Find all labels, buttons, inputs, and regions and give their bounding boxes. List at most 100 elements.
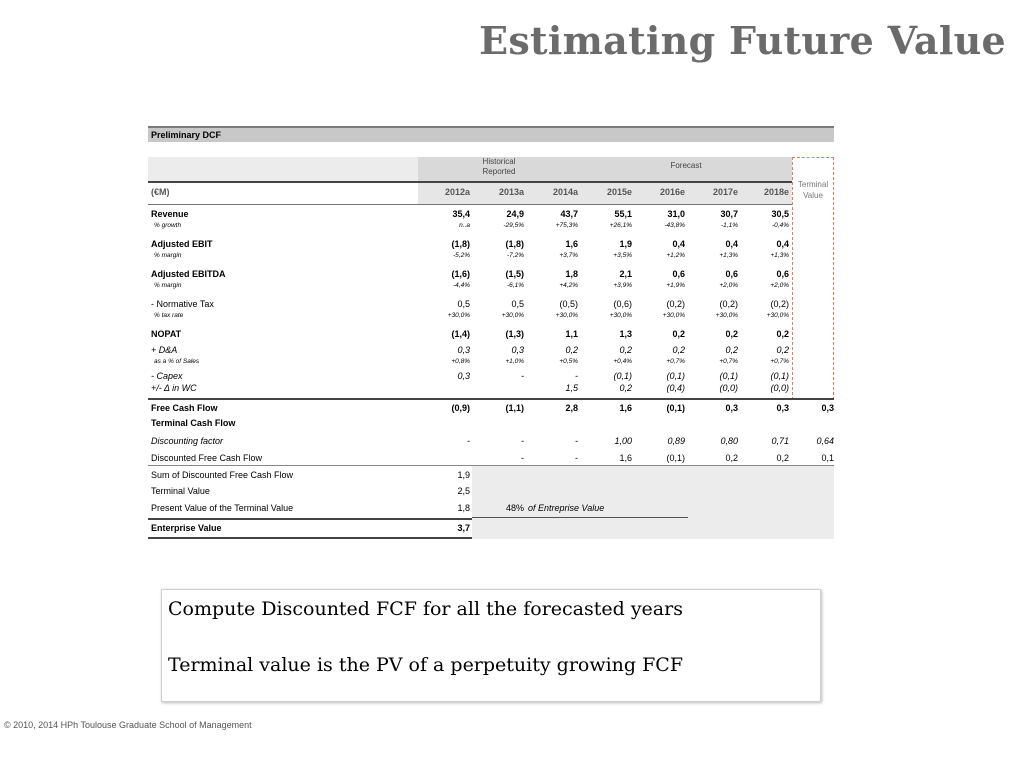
slide-title: Estimating Future Value (479, 18, 1006, 63)
cell-terminal: 0,64 (816, 436, 834, 446)
row-label: Terminal Cash Flow (151, 418, 236, 428)
cell-2017e: 0,2 (725, 453, 738, 463)
cell-terminal: 0,3 (821, 403, 834, 413)
cell-2016e: +1,2% (666, 252, 685, 259)
cell-2017e: 0,2 (725, 329, 738, 339)
row-label: NOPAT (151, 329, 182, 339)
cell-2014a: - (575, 453, 578, 463)
cell-2016e: 0,6 (672, 269, 685, 279)
summary-value: 2,5 (457, 486, 470, 496)
cell-2018e: 0,4 (776, 239, 789, 249)
table-bottom-rule (148, 537, 472, 539)
cell-2015e: 1,00 (614, 436, 632, 446)
cell-2015e: +3,9% (613, 282, 632, 289)
cell-2012a: (1,8) (451, 239, 470, 249)
cell-2017e: (0,0) (719, 383, 738, 393)
cell-2014a: 0,2 (565, 345, 578, 355)
cell-2013a: 0,5 (511, 299, 524, 309)
row-label: Adjusted EBITDA (151, 269, 226, 279)
row-tcf: Terminal Cash Flow (148, 417, 834, 429)
cell-2014a: +75,3% (555, 222, 578, 229)
cell-2018e: (0,0) (770, 383, 789, 393)
year-2018e: 2018e (763, 187, 789, 197)
cell-2016e: +30,0% (662, 312, 685, 319)
cell-2013a: (1,5) (505, 269, 524, 279)
row-revenue: Revenue 35,4 24,9 43,7 55,1 31,0 30,7 30,5 (148, 208, 834, 220)
cell-2017e: 30,7 (720, 209, 738, 219)
cell-2012a: +0,8% (451, 358, 470, 365)
cell-terminal: 0,1 (821, 453, 834, 463)
cell-2015e: 1,6 (619, 403, 632, 413)
cell-2013a: - (521, 453, 524, 463)
shade-summary (472, 465, 834, 539)
pv-tv-note: of Entreprise Value (528, 503, 605, 513)
table-header: Preliminary DCF (148, 128, 834, 142)
forecast-group-label: Forecast (670, 161, 702, 170)
cell-2013a: -29,5% (503, 222, 524, 229)
cell-2017e: 0,3 (725, 403, 738, 413)
cell-2015e: 55,1 (614, 209, 632, 219)
cell-2016e: 0,4 (672, 239, 685, 249)
cell-2014a: 1,1 (565, 329, 578, 339)
year-2016e: 2016e (659, 187, 685, 197)
cell-2016e: (0,2) (666, 299, 685, 309)
cell-2013a: 24,9 (506, 209, 524, 219)
year-2017e: 2017e (712, 187, 738, 197)
cell-2015e: 1,9 (619, 239, 632, 249)
shade-historical-forecast (418, 157, 792, 181)
header-rule (148, 181, 792, 183)
cell-2018e: 0,2 (776, 453, 789, 463)
year-2014a: 2014a (552, 187, 578, 197)
year-2012a: 2012a (444, 187, 470, 197)
cell-2012a: -5,2% (453, 252, 470, 259)
row-pv-tv: Present Value of the Terminal Value 1,8 48… (148, 502, 834, 514)
cell-2014a: - (575, 371, 578, 381)
cell-2018e: 30,5 (771, 209, 789, 219)
row-label: + D&A (151, 345, 178, 355)
cell-2017e: 0,80 (720, 436, 738, 446)
cell-2017e: -1,1% (721, 222, 738, 229)
cell-2017e: +1,3% (719, 252, 738, 259)
row-nopat: NOPAT (1,4) (1,3) 1,1 1,3 0,2 0,2 0,2 (148, 328, 834, 340)
row-ebitda: Adjusted EBITDA (1,6) (1,5) 1,8 2,1 0,6 0,6 0,6 (148, 268, 834, 280)
cell-2016e: (0,1) (666, 453, 685, 463)
cell-2015e: +0,4% (613, 358, 632, 365)
terminal-value-label: Terminal Value (797, 180, 829, 200)
dcf-table: Preliminary DCF Historical Reported Fore… (148, 126, 834, 539)
cell-2012a: (1,4) (451, 329, 470, 339)
cell-2016e: (0,1) (666, 371, 685, 381)
row-capex: - Capex 0,3 - - (0,1) (0,1) (0,1) (0,1) (148, 370, 834, 382)
cell-2013a: +1,0% (505, 358, 524, 365)
row-tax-rate: % tax rate +30,0% +30,0% +30,0% +30,0% +30,0%… (148, 310, 834, 322)
summary-value: 1,8 (457, 503, 470, 513)
cell-2012a: - (467, 436, 470, 446)
cell-2016e: 0,89 (667, 436, 685, 446)
year-header-row: (€M) 2012a 2013a 2014a 2015e 2016e 2017e… (148, 186, 834, 198)
cell-2012a: 0,3 (457, 371, 470, 381)
row-label: Enterprise Value (151, 523, 222, 533)
cell-2012a: 0,5 (457, 299, 470, 309)
cell-2012a: -4,4% (453, 282, 470, 289)
row-label: % margin (154, 252, 182, 259)
cell-2017e: 0,6 (725, 269, 738, 279)
cell-2013a: +30,0% (501, 312, 524, 319)
unit-label: (€M) (151, 187, 170, 197)
cell-2013a: (1,1) (505, 403, 524, 413)
cell-2017e: (0,2) (719, 299, 738, 309)
pv-tv-percent: 48% (505, 503, 524, 513)
row-label: Sum of Discounted Free Cash Flow (151, 470, 294, 480)
cell-2017e: 0,4 (725, 239, 738, 249)
row-label: Terminal Value (151, 486, 210, 496)
cell-2018e: +0,7% (770, 358, 789, 365)
row-ebitda-margin: % margin -4,4% -6,1% +4,2% +3,9% +1,9% +2,0% +2… (148, 280, 834, 292)
cell-2013a: (1,3) (505, 329, 524, 339)
cell-2012a: 0,3 (457, 345, 470, 355)
row-label: +/- Δ in WC (151, 383, 197, 393)
cell-2016e: (0,4) (666, 383, 685, 393)
row-label: Discounting factor (151, 436, 224, 446)
cell-2018e: 0,2 (776, 329, 789, 339)
cell-2014a: +4,2% (559, 282, 578, 289)
cell-2018e: (0,1) (770, 371, 789, 381)
cell-2015e: 2,1 (619, 269, 632, 279)
row-label: Adjusted EBIT (151, 239, 213, 249)
